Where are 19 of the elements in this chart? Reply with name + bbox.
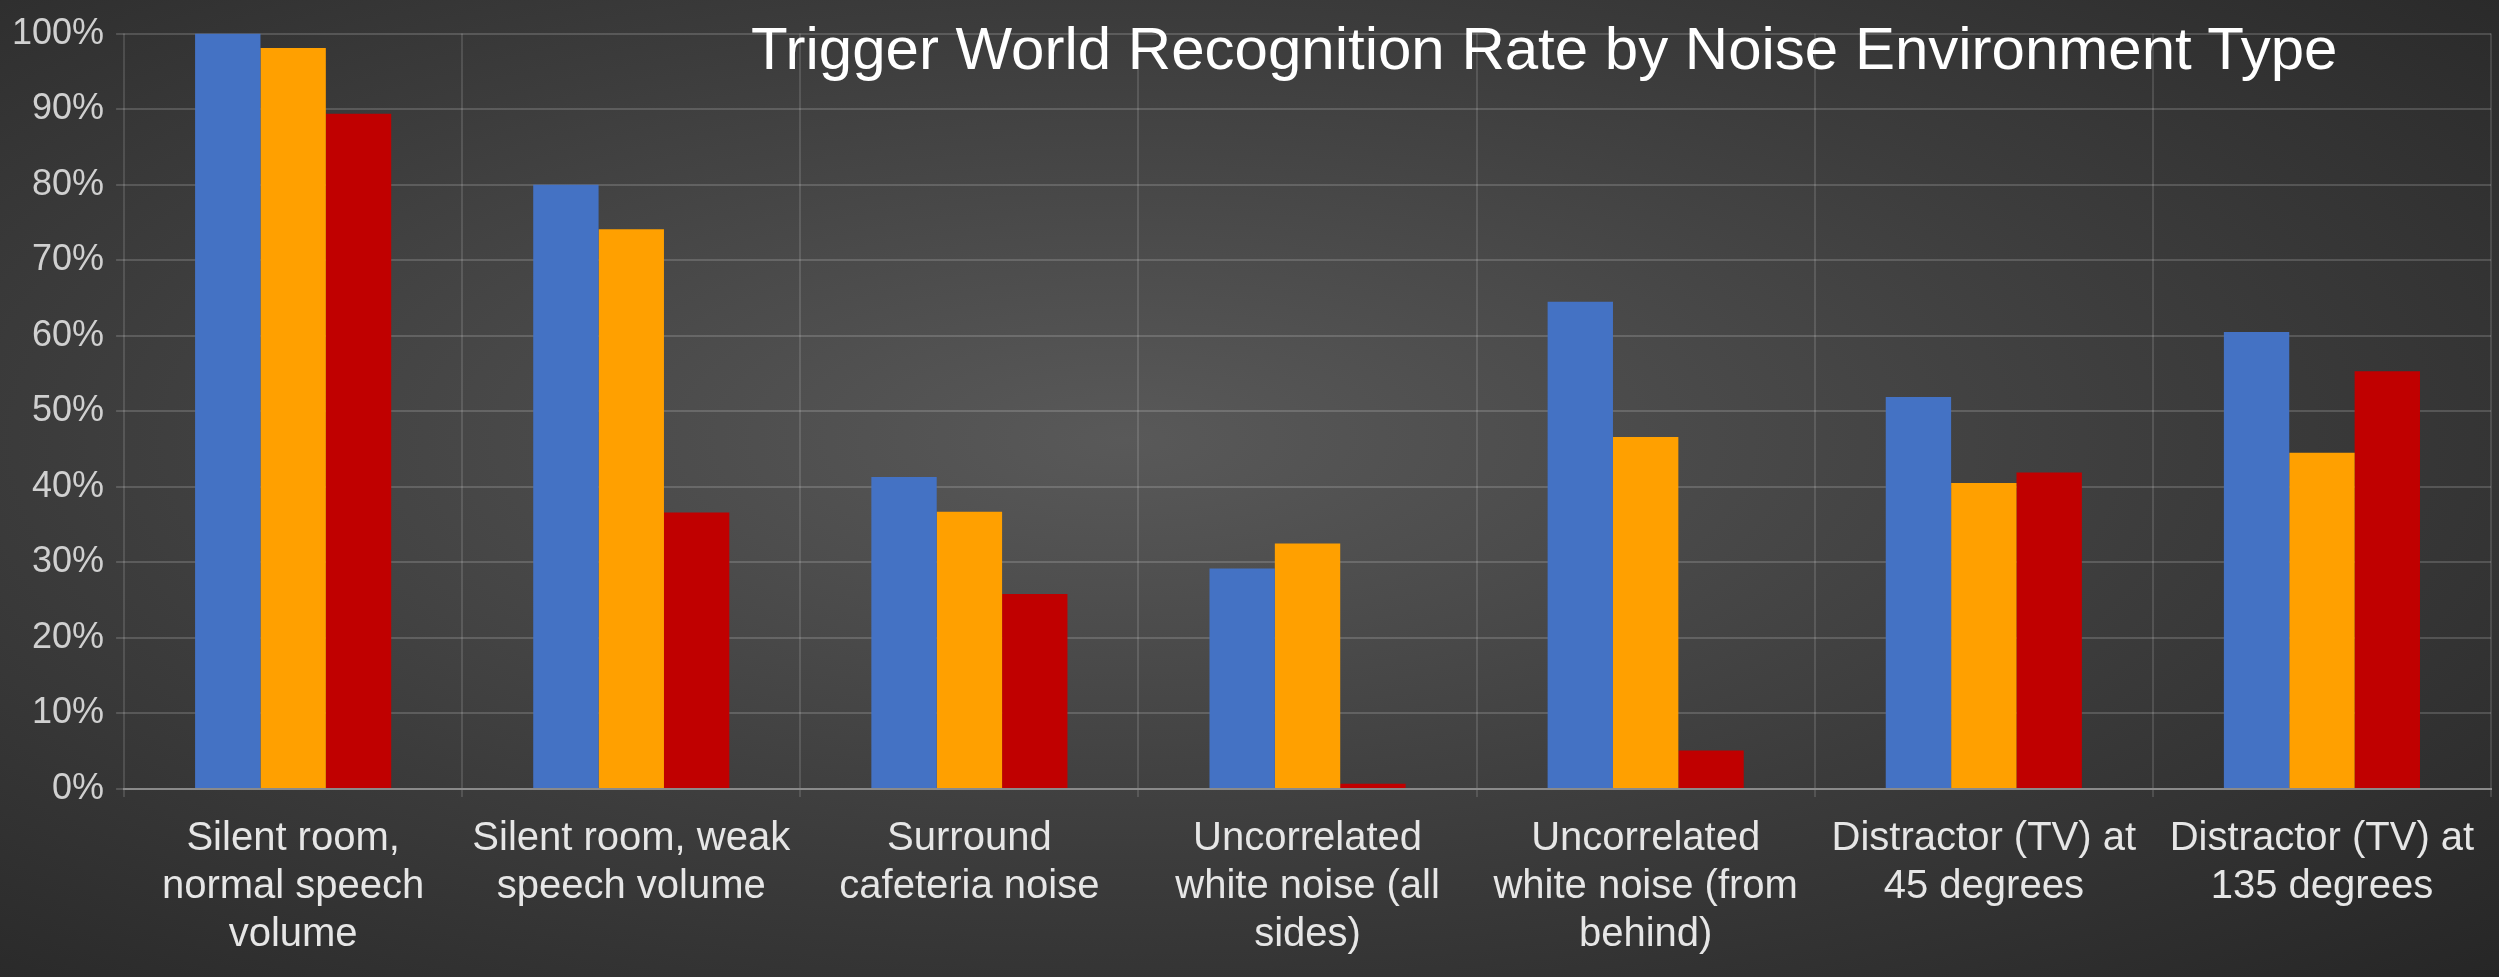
x-tick-label: Distractor (TV) at 135 degrees [2169,814,2475,907]
x-tick-label: Silent room, weak speech volume [472,814,792,907]
y-tick-label: 30% [32,539,105,581]
y-tick-label: 60% [32,312,105,354]
chart-title: Trigger World Recognition Rate by Noise Environment Type [751,14,2338,82]
y-tick-label: 20% [32,614,105,656]
x-tick-label: Silent room, normal speech volume [161,814,425,955]
x-tick-label: Uncorrelated white noise (all sides) [1174,814,1440,955]
y-tick-label: 0% [52,765,105,807]
y-tick-label: 80% [32,161,105,203]
y-tick-label: 50% [32,388,105,430]
x-tick-label: Uncorrelated white noise (from behind) [1492,814,1798,955]
y-tick-label: 40% [32,463,105,505]
y-tick-label: 90% [32,86,105,128]
y-tick-label: 10% [32,690,105,732]
x-tick-label: Surround cafeteria noise [839,814,1100,907]
x-tick-label: Distractor (TV) at 45 degrees [1831,814,2137,907]
y-tick-label: 70% [32,237,105,279]
y-tick-label: 100% [12,10,105,52]
